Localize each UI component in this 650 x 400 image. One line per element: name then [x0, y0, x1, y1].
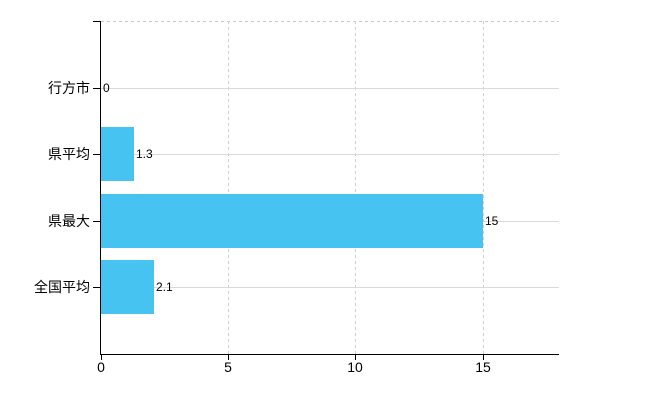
plot-top-border: [101, 21, 559, 22]
x-axis-tick-label: 15: [475, 359, 491, 375]
value-label: 0: [103, 81, 110, 95]
x-axis-tick: [483, 354, 484, 360]
x-axis-tick-label: 10: [347, 359, 363, 375]
category-label: 行方市: [48, 80, 90, 96]
x-axis-tick: [228, 354, 229, 360]
x-axis-tick: [101, 354, 102, 360]
gridline-vertical: [355, 21, 356, 354]
x-axis-tick-label: 0: [97, 359, 105, 375]
bar-2: [101, 127, 134, 181]
value-label: 1.3: [136, 147, 153, 161]
value-label: 15: [485, 214, 499, 228]
y-axis-tick: [93, 154, 101, 155]
gridline-horizontal: [101, 154, 559, 155]
gridline-horizontal: [101, 287, 559, 288]
gridline-vertical: [483, 21, 484, 354]
y-axis-end-tick: [93, 21, 101, 22]
y-axis-tick: [93, 287, 101, 288]
gridline-horizontal: [101, 88, 559, 89]
y-axis-tick: [93, 88, 101, 89]
category-label: 県平均: [48, 146, 90, 162]
gridline-vertical: [228, 21, 229, 354]
value-label: 2.1: [156, 280, 173, 294]
plot-area: 0 1.3 15 2.1: [100, 21, 559, 355]
x-axis-tick: [355, 354, 356, 360]
bar-3: [101, 194, 483, 248]
category-label: 全国平均: [34, 279, 90, 295]
category-label: 県最大: [48, 213, 90, 229]
x-axis-tick-label: 5: [224, 359, 232, 375]
y-axis-tick: [93, 221, 101, 222]
bar-4: [101, 260, 154, 314]
